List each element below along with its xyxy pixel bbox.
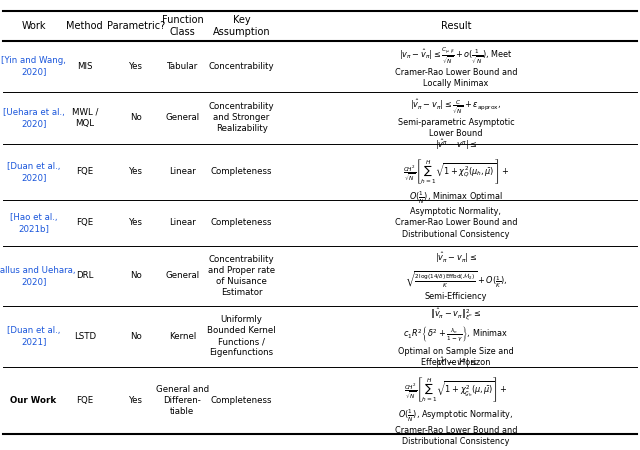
Text: MWL /
MQL: MWL / MQL — [72, 108, 98, 128]
Text: [Yin and Wang,
2020]: [Yin and Wang, 2020] — [1, 56, 66, 76]
Text: No: No — [130, 113, 142, 122]
Text: $|v_{\pi} - \hat{v}_{\pi}| \leq \frac{C_{\mu,\beta}}{\sqrt{N}} + o(\frac{1}{\sqr: $|v_{\pi} - \hat{v}_{\pi}| \leq \frac{C_… — [395, 45, 517, 88]
Text: No: No — [130, 332, 142, 341]
Text: Completeness: Completeness — [211, 167, 273, 176]
Text: Uniformly
Bounded Kernel
Functions /
Eigenfunctions: Uniformly Bounded Kernel Functions / Eig… — [207, 315, 276, 357]
Text: [Hao et al.,
2021b]: [Hao et al., 2021b] — [10, 213, 58, 233]
Text: Kernel: Kernel — [169, 332, 196, 341]
Text: Method: Method — [67, 21, 103, 31]
Text: $|\hat{v}^{\pi} - v^{\pi}| \leq$
$\frac{CH^2}{\sqrt{N}}\left[\sum_{h=1}^{H}\sqrt: $|\hat{v}^{\pi} - v^{\pi}| \leq$ $\frac{… — [395, 356, 517, 446]
Text: Asymptotic Normality,
Cramer-Rao Lower Bound and
Distributional Consistency: Asymptotic Normality, Cramer-Rao Lower B… — [395, 207, 517, 239]
Text: Key
Assumption: Key Assumption — [212, 15, 271, 37]
Text: Our Work: Our Work — [10, 396, 57, 405]
Text: DRL: DRL — [76, 271, 93, 280]
Text: $|\hat{v}_{\pi} - v_{\pi}| \leq \frac{C}{\sqrt{N}} + \varepsilon_{\mathrm{approx: $|\hat{v}_{\pi} - v_{\pi}| \leq \frac{C}… — [397, 97, 515, 138]
Text: [Duan et al.,
2020]: [Duan et al., 2020] — [7, 162, 60, 182]
Text: Yes: Yes — [129, 396, 143, 405]
Text: Function
Class: Function Class — [161, 15, 204, 37]
Text: MIS: MIS — [77, 62, 93, 71]
Text: $\|\hat{v}_{\pi} - v_{\pi}\|^{2}_{\xi^n} \leq$
$c_1 R^2 \left\{\delta^2 + \frac{: $\|\hat{v}_{\pi} - v_{\pi}\|^{2}_{\xi^n}… — [398, 306, 514, 367]
Text: Yes: Yes — [129, 218, 143, 227]
Text: Completeness: Completeness — [211, 218, 273, 227]
Text: Concentrability
and Proper rate
of Nuisance
Estimator: Concentrability and Proper rate of Nuisa… — [208, 255, 275, 297]
Text: Concentrability
and Stronger
Realizability: Concentrability and Stronger Realizabili… — [209, 102, 275, 134]
Text: Yes: Yes — [129, 167, 143, 176]
Text: Concentrability: Concentrability — [209, 62, 275, 71]
Text: Tabular: Tabular — [167, 62, 198, 71]
Text: [Duan et al.,
2021]: [Duan et al., 2021] — [7, 326, 60, 346]
Text: $|\hat{v}^{\pi} - v^{\pi}| \leq$
$\frac{CH^2}{\sqrt{N}}\left[\sum_{h=1}^{H}\sqrt: $|\hat{v}^{\pi} - v^{\pi}| \leq$ $\frac{… — [403, 138, 509, 206]
Text: Linear: Linear — [169, 218, 196, 227]
Text: FQE: FQE — [76, 396, 93, 405]
Text: No: No — [130, 271, 142, 280]
Text: General: General — [165, 271, 200, 280]
Text: LSTD: LSTD — [74, 332, 96, 341]
Text: Completeness: Completeness — [211, 396, 273, 405]
Text: Work: Work — [21, 21, 46, 31]
Text: FQE: FQE — [76, 218, 93, 227]
Text: [Kallus and Uehara,
2020]: [Kallus and Uehara, 2020] — [0, 266, 76, 286]
Text: Result: Result — [441, 21, 471, 31]
Text: Linear: Linear — [169, 167, 196, 176]
Text: General and
Differen-
tiable: General and Differen- tiable — [156, 385, 209, 416]
Text: Yes: Yes — [129, 62, 143, 71]
Text: [Uehara et al.,
2020]: [Uehara et al., 2020] — [3, 108, 65, 128]
Text: General: General — [165, 113, 200, 122]
Text: Parametric?: Parametric? — [107, 21, 165, 31]
Text: FQE: FQE — [76, 167, 93, 176]
Text: $|\hat{v}_{\pi} - v_{\pi}| \leq$
$\sqrt{\frac{2\log(14/\delta)\,\mathrm{Effbd}(\: $|\hat{v}_{\pi} - v_{\pi}| \leq$ $\sqrt{… — [405, 251, 507, 301]
